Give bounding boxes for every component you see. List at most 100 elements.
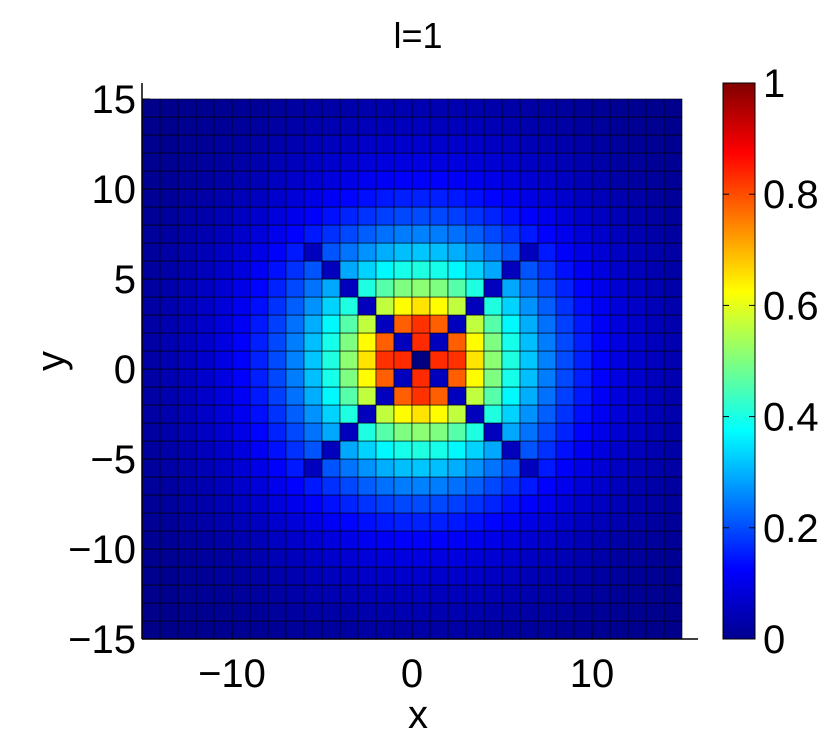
heatmap-cell: [357, 620, 377, 640]
heatmap-cell: [609, 314, 629, 334]
heatmap-cell: [393, 422, 413, 442]
heatmap-cell: [249, 512, 269, 532]
heatmap-cell: [321, 314, 341, 334]
heatmap-cell: [411, 512, 431, 532]
heatmap-cell: [663, 494, 683, 514]
heatmap-cell: [447, 224, 467, 244]
heatmap-cell: [663, 548, 683, 568]
heatmap-cell: [447, 206, 467, 226]
heatmap-cell: [555, 314, 575, 334]
heatmap-cell: [375, 332, 395, 352]
heatmap-cell: [465, 350, 485, 370]
heatmap-cell: [231, 296, 251, 316]
heatmap-cell: [339, 548, 359, 568]
heatmap-cell: [249, 404, 269, 424]
heatmap-cell: [591, 260, 611, 280]
heatmap-cell: [501, 98, 521, 118]
heatmap-cell: [465, 224, 485, 244]
heatmap-cell: [321, 98, 341, 118]
heatmap-cell: [573, 152, 593, 172]
heatmap-cell: [141, 116, 161, 136]
heatmap-cell: [573, 404, 593, 424]
heatmap-cell: [177, 584, 197, 604]
heatmap-cell: [573, 134, 593, 154]
heatmap-cell: [645, 296, 665, 316]
heatmap-cell: [591, 224, 611, 244]
heatmap-cell: [429, 278, 449, 298]
heatmap-cell: [321, 458, 341, 478]
heatmap-cell: [231, 494, 251, 514]
heatmap-cell: [267, 386, 287, 406]
heatmap-cell: [339, 152, 359, 172]
heatmap-cell: [519, 602, 539, 622]
heatmap-cell: [213, 98, 233, 118]
heatmap-cell: [591, 458, 611, 478]
heatmap-cell: [609, 260, 629, 280]
heatmap-cell: [303, 548, 323, 568]
heatmap-cell: [483, 98, 503, 118]
heatmap-cell: [663, 368, 683, 388]
heatmap-cell: [393, 332, 413, 352]
heatmap-cell: [177, 296, 197, 316]
heatmap-cell: [339, 494, 359, 514]
heatmap-cell: [573, 476, 593, 496]
heatmap-cell: [303, 188, 323, 208]
heatmap-cell: [537, 350, 557, 370]
heatmap-cell: [591, 116, 611, 136]
heatmap-cell: [339, 584, 359, 604]
heatmap-cell: [375, 224, 395, 244]
heatmap-cell: [537, 152, 557, 172]
heatmap-cell: [591, 476, 611, 496]
heatmap-cell: [483, 134, 503, 154]
heatmap-cell: [645, 494, 665, 514]
heatmap-cell: [303, 494, 323, 514]
heatmap-cell: [555, 386, 575, 406]
heatmap-cell: [573, 170, 593, 190]
heatmap-cell: [159, 332, 179, 352]
heatmap-cell: [195, 458, 215, 478]
heatmap-cell: [429, 206, 449, 226]
heatmap-cell: [573, 314, 593, 334]
heatmap-cell: [357, 548, 377, 568]
heatmap-cell: [249, 350, 269, 370]
heatmap-cell: [627, 602, 647, 622]
heatmap-cell: [411, 116, 431, 136]
heatmap-cell: [465, 116, 485, 136]
heatmap-cell: [303, 98, 323, 118]
heatmap-cell: [159, 422, 179, 442]
heatmap-cell: [267, 530, 287, 550]
heatmap-cell: [231, 152, 251, 172]
heatmap-cell: [321, 368, 341, 388]
heatmap-cell: [231, 206, 251, 226]
heatmap-cell: [573, 224, 593, 244]
heatmap-cell: [645, 476, 665, 496]
heatmap-cell: [159, 170, 179, 190]
heatmap-cell: [519, 476, 539, 496]
heatmap-cell: [555, 368, 575, 388]
heatmap-cell: [285, 440, 305, 460]
heatmap-cell: [321, 476, 341, 496]
heatmap-cell: [213, 530, 233, 550]
heatmap-cell: [573, 242, 593, 262]
heatmap-cell: [159, 206, 179, 226]
heatmap-cell: [645, 386, 665, 406]
heatmap-cell: [447, 422, 467, 442]
heatmap-cell: [591, 170, 611, 190]
heatmap-cell: [339, 278, 359, 298]
heatmap-cell: [429, 458, 449, 478]
heatmap-cell: [339, 566, 359, 586]
heatmap-cell: [195, 98, 215, 118]
heatmap-cell: [555, 422, 575, 442]
heatmap-cell: [645, 440, 665, 460]
heatmap-cell: [339, 404, 359, 424]
heatmap-cell: [573, 386, 593, 406]
heatmap-cell: [141, 206, 161, 226]
heatmap-cell: [285, 152, 305, 172]
heatmap-cell: [267, 332, 287, 352]
heatmap-cell: [159, 224, 179, 244]
heatmap-cell: [267, 458, 287, 478]
heatmap-cell: [321, 494, 341, 514]
heatmap-cell: [627, 170, 647, 190]
heatmap-cell: [555, 584, 575, 604]
heatmap-cell: [249, 602, 269, 622]
